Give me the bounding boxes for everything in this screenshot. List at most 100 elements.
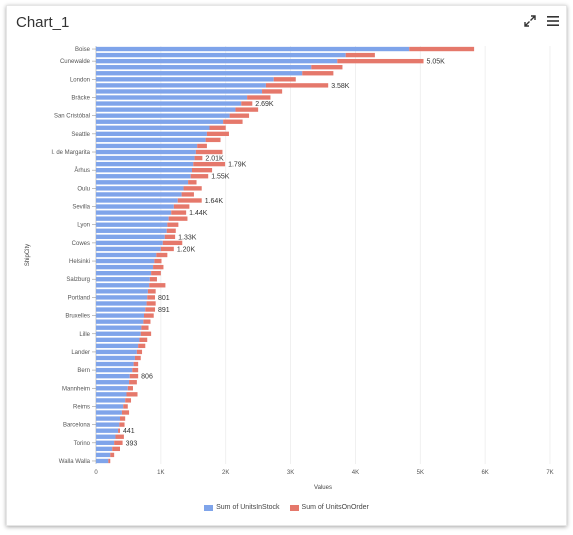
bar-units-on-order[interactable] [141,325,149,330]
bar-units-in-stock[interactable] [96,313,144,318]
bar-units-on-order[interactable] [146,301,156,306]
bar-units-on-order[interactable] [205,137,221,143]
bar-units-in-stock[interactable] [96,113,230,118]
bar-units-on-order[interactable] [160,246,174,252]
bar-units-on-order[interactable] [151,270,161,276]
bar-units-on-order[interactable] [166,228,176,233]
bar-units-in-stock[interactable] [96,270,152,276]
bar-units-in-stock[interactable] [96,404,124,409]
bar-units-on-order[interactable] [145,307,156,312]
bar-units-on-order[interactable] [149,283,166,288]
bar-units-on-order[interactable] [114,440,123,445]
bar-units-on-order[interactable] [188,180,197,185]
bar-units-on-order[interactable] [156,252,168,258]
bar-units-in-stock[interactable] [96,410,122,415]
bar-units-on-order[interactable] [153,264,164,270]
bar-units-on-order[interactable] [223,119,243,124]
bar-units-on-order[interactable] [235,107,259,112]
bar-units-on-order[interactable] [119,422,125,427]
bar-units-on-order[interactable] [134,355,141,361]
bar-units-on-order[interactable] [273,77,296,82]
bar-units-on-order[interactable] [143,313,154,318]
bar-units-in-stock[interactable] [96,373,130,379]
bar-units-on-order[interactable] [181,192,194,197]
bar-units-on-order[interactable] [127,386,133,391]
bar-units-on-order[interactable] [164,234,176,240]
bar-units-in-stock[interactable] [96,125,210,130]
expand-icon[interactable] [523,14,537,28]
bar-units-in-stock[interactable] [96,155,195,161]
bar-units-on-order[interactable] [193,161,226,167]
bar-units-on-order[interactable] [191,168,213,173]
bar-units-in-stock[interactable] [96,458,109,464]
bar-units-on-order[interactable] [143,319,151,324]
bar-units-on-order[interactable] [129,380,137,385]
bar-units-in-stock[interactable] [96,46,410,52]
bar-units-in-stock[interactable] [96,434,116,439]
bar-units-in-stock[interactable] [96,264,154,270]
bar-units-on-order[interactable] [121,410,130,415]
bar-units-in-stock[interactable] [96,452,111,458]
bar-units-in-stock[interactable] [96,149,196,155]
bar-units-on-order[interactable] [337,58,424,64]
bar-units-in-stock[interactable] [96,422,120,427]
bar-units-in-stock[interactable] [96,355,135,361]
bar-units-in-stock[interactable] [96,107,236,112]
bar-units-on-order[interactable] [123,404,128,409]
bar-units-on-order[interactable] [147,289,156,294]
bar-units-in-stock[interactable] [96,180,189,185]
bar-units-on-order[interactable] [265,83,329,88]
legend-item-units-on-order[interactable]: Sum of UnitsOnOrder [289,504,369,511]
bar-units-on-order[interactable] [147,295,156,300]
bar-units-on-order[interactable] [162,240,183,246]
bar-units-on-order[interactable] [171,210,187,215]
bar-units-on-order[interactable] [177,198,202,203]
bar-units-in-stock[interactable] [96,174,191,179]
bar-units-on-order[interactable] [140,331,152,336]
bar-units-on-order[interactable] [133,361,139,367]
bar-units-in-stock[interactable] [96,234,165,240]
bar-units-in-stock[interactable] [96,446,113,452]
bar-units-on-order[interactable] [126,392,138,397]
bar-units-in-stock[interactable] [96,161,194,167]
bar-units-on-order[interactable] [154,258,162,264]
bar-units-in-stock[interactable] [96,331,141,336]
bar-units-in-stock[interactable] [96,428,119,433]
bar-units-in-stock[interactable] [96,77,274,82]
bar-units-on-order[interactable] [197,143,207,149]
bar-units-on-order[interactable] [136,349,143,355]
bar-units-in-stock[interactable] [96,361,134,367]
bar-units-on-order[interactable] [129,373,139,379]
bar-units-on-order[interactable] [108,458,111,464]
bar-units-on-order[interactable] [132,367,139,373]
bar-units-in-stock[interactable] [96,392,127,397]
bar-units-in-stock[interactable] [96,143,198,149]
bar-units-in-stock[interactable] [96,337,140,342]
bar-units-in-stock[interactable] [96,83,266,88]
bar-units-in-stock[interactable] [96,65,312,70]
bar-units-in-stock[interactable] [96,137,206,143]
bar-units-on-order[interactable] [118,428,120,433]
bar-units-on-order[interactable] [311,65,343,70]
menu-icon[interactable] [546,14,560,28]
bar-units-in-stock[interactable] [96,343,139,349]
bar-units-in-stock[interactable] [96,216,169,221]
bar-units-on-order[interactable] [119,416,126,421]
bar-units-on-order[interactable] [167,222,179,227]
bar-units-on-order[interactable] [241,101,253,106]
bar-units-on-order[interactable] [110,452,115,458]
bar-units-in-stock[interactable] [96,168,192,173]
bar-units-on-order[interactable] [409,46,475,52]
bar-units-in-stock[interactable] [96,301,147,306]
bar-units-on-order[interactable] [194,155,203,161]
bar-units-on-order[interactable] [173,204,190,209]
bar-units-in-stock[interactable] [96,222,168,227]
bar-units-in-stock[interactable] [96,186,184,191]
bar-units-in-stock[interactable] [96,192,182,197]
bar-units-in-stock[interactable] [96,277,150,282]
bar-units-in-stock[interactable] [96,204,174,209]
bar-units-in-stock[interactable] [96,252,157,258]
bar-units-in-stock[interactable] [96,210,172,215]
bar-units-on-order[interactable] [229,113,250,118]
bar-units-in-stock[interactable] [96,380,130,385]
